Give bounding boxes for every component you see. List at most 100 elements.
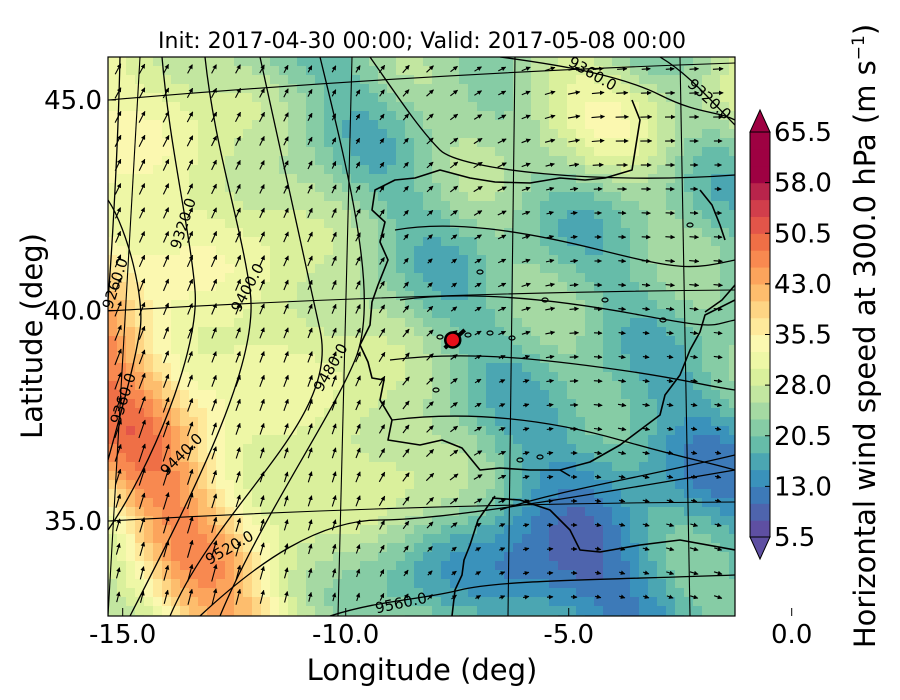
wind-speed-cell [225, 291, 235, 301]
wind-speed-cell [333, 210, 343, 220]
wind-speed-cell [540, 273, 550, 283]
wind-speed-cell [135, 561, 145, 571]
wind-speed-cell [639, 561, 649, 571]
wind-speed-cell [126, 363, 136, 373]
wind-speed-cell [261, 129, 271, 139]
wind-speed-cell [729, 426, 735, 436]
wind-speed-cell [153, 498, 163, 508]
wind-speed-cell [171, 318, 181, 328]
wind-speed-cell [315, 588, 325, 598]
wind-speed-cell [117, 93, 127, 103]
wind-speed-cell [639, 246, 649, 256]
wind-speed-cell [117, 210, 127, 220]
wind-speed-cell [108, 462, 118, 472]
wind-speed-cell [288, 417, 298, 427]
wind-speed-cell [684, 84, 694, 94]
wind-speed-cell [315, 534, 325, 544]
wind-vector [378, 328, 386, 338]
wind-speed-cell [666, 534, 676, 544]
wind-speed-cell [288, 516, 298, 526]
wind-speed-cell [432, 102, 442, 112]
wind-speed-cell [288, 255, 298, 265]
wind-speed-cell [459, 120, 469, 130]
wind-speed-cell [540, 426, 550, 436]
wind-speed-cell [486, 102, 496, 112]
wind-speed-cell [549, 462, 559, 472]
wind-speed-cell [387, 561, 397, 571]
wind-speed-cell [288, 399, 298, 409]
wind-speed-cell [513, 309, 523, 319]
wind-speed-cell [585, 543, 595, 553]
wind-speed-cell [450, 345, 460, 355]
wind-speed-cell [207, 498, 217, 508]
wind-speed-cell [243, 345, 253, 355]
wind-speed-cell [540, 129, 550, 139]
wind-speed-cell [504, 228, 514, 238]
wind-speed-cell [675, 228, 685, 238]
wind-speed-cell [594, 300, 604, 310]
wind-speed-cell [558, 516, 568, 526]
wind-speed-cell [126, 183, 136, 193]
longitude-line [337, 57, 353, 616]
wind-speed-cell [729, 417, 735, 427]
wind-speed-cell [540, 435, 550, 445]
wind-vector [498, 66, 507, 72]
wind-speed-cell [675, 111, 685, 121]
wind-speed-cell [675, 282, 685, 292]
wind-speed-cell [522, 489, 532, 499]
wind-speed-cell [540, 309, 550, 319]
wind-speed-cell [351, 597, 361, 607]
wind-speed-cell [576, 372, 586, 382]
wind-speed-cell [189, 444, 199, 454]
wind-vector [235, 351, 241, 363]
wind-speed-cell [630, 399, 640, 409]
wind-speed-cell [531, 489, 541, 499]
wind-speed-cell [288, 84, 298, 94]
wind-speed-cell [360, 174, 370, 184]
wind-speed-cell [558, 57, 568, 67]
wind-speed-cell [153, 111, 163, 121]
wind-speed-cell [585, 462, 595, 472]
wind-speed-cell [702, 219, 712, 229]
wind-speed-cell [198, 102, 208, 112]
wind-vector [138, 254, 146, 268]
wind-speed-cell [297, 201, 307, 211]
wind-speed-cell [459, 507, 469, 517]
wind-speed-cell [567, 282, 577, 292]
wind-speed-cell [297, 246, 307, 256]
wind-vector [403, 281, 409, 289]
wind-speed-cell [387, 192, 397, 202]
wind-speed-cell [126, 165, 136, 175]
wind-speed-cell [657, 237, 667, 247]
wind-speed-cell [693, 246, 703, 256]
wind-speed-cell [171, 84, 181, 94]
wind-speed-cell [261, 300, 271, 310]
wind-speed-cell [288, 66, 298, 76]
wind-speed-cell [432, 471, 442, 481]
wind-speed-cell [414, 372, 424, 382]
wind-speed-cell [684, 381, 694, 391]
wind-speed-cell [423, 219, 433, 229]
wind-speed-cell [702, 84, 712, 94]
wind-speed-cell [234, 210, 244, 220]
wind-speed-cell [675, 264, 685, 274]
wind-speed-cell [126, 264, 136, 274]
wind-speed-cell [234, 309, 244, 319]
wind-vector [379, 185, 385, 193]
wind-speed-cell [180, 111, 190, 121]
wind-speed-cell [693, 93, 703, 103]
wind-speed-cell [486, 570, 496, 580]
wind-speed-cell [126, 390, 136, 400]
wind-speed-cell [558, 75, 568, 85]
wind-speed-cell [621, 381, 631, 391]
wind-vector [546, 474, 554, 480]
wind-speed-cell [504, 291, 514, 301]
wind-speed-cell [531, 237, 541, 247]
wind-speed-cell [657, 336, 667, 346]
wind-speed-cell [396, 363, 406, 373]
wind-speed-cell [459, 318, 469, 328]
wind-speed-cell [117, 174, 127, 184]
wind-speed-cell [486, 174, 496, 184]
wind-speed-cell [594, 66, 604, 76]
wind-speed-cell [513, 444, 523, 454]
